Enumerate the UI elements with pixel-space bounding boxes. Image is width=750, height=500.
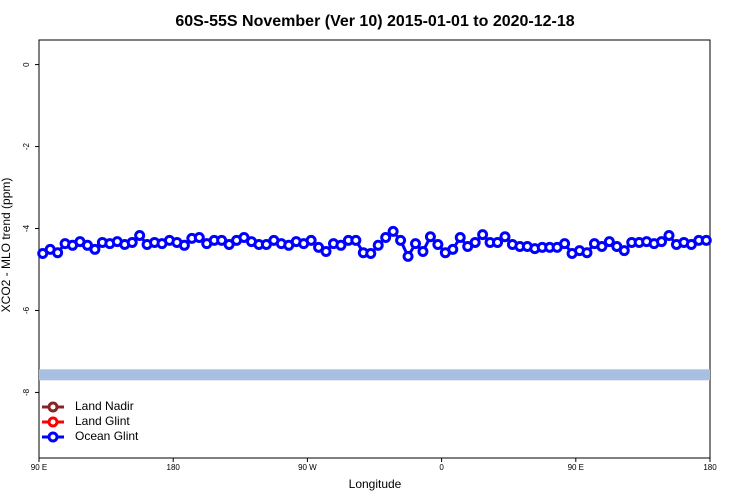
data-point — [395, 234, 407, 246]
legend-label: Land Glint — [75, 414, 130, 428]
data-point — [178, 239, 190, 251]
data-point — [89, 243, 101, 255]
y-tick-label: -6 — [22, 306, 31, 314]
data-point — [387, 225, 399, 237]
data-point — [335, 239, 347, 251]
data-point — [380, 232, 392, 244]
data-point — [492, 236, 504, 248]
data-point — [193, 232, 205, 244]
y-tick-label: -2 — [22, 142, 31, 150]
data-point — [477, 229, 489, 241]
x-tick-label: 180 — [703, 463, 717, 472]
data-point — [126, 236, 138, 248]
y-axis-label: XCO2 - MLO trend (ppm) — [0, 178, 13, 313]
data-point — [656, 236, 668, 248]
data-point — [499, 231, 511, 243]
data-point — [424, 231, 436, 243]
data-point — [372, 239, 384, 251]
data-point — [134, 229, 146, 241]
x-axis-label: Longitude — [349, 477, 402, 491]
data-point — [402, 250, 414, 262]
data-point — [417, 245, 429, 257]
data-point — [447, 243, 459, 255]
legend-label: Ocean Glint — [75, 429, 139, 443]
data-point — [663, 229, 675, 241]
chart-title: 60S-55S November (Ver 10) 2015-01-01 to … — [175, 13, 574, 30]
x-tick-label: 90 W — [298, 463, 317, 472]
data-point — [618, 245, 630, 257]
x-tick-label: 180 — [167, 463, 181, 472]
data-point — [581, 247, 593, 259]
data-point — [603, 236, 615, 248]
coverage-band — [39, 369, 710, 381]
data-point — [700, 234, 712, 246]
x-tick-label: 90 E — [31, 463, 47, 472]
legend-marker — [47, 416, 59, 428]
legend-label: Land Nadir — [75, 399, 134, 413]
data-point — [305, 234, 317, 246]
legend-marker — [47, 401, 59, 413]
data-point — [559, 238, 571, 250]
x-tick-label: 0 — [439, 463, 444, 472]
data-point — [52, 247, 64, 259]
data-point — [350, 234, 362, 246]
data-point — [469, 236, 481, 248]
y-tick-label: -8 — [22, 388, 31, 396]
plot-frame — [38, 39, 711, 459]
data-point — [454, 232, 466, 244]
y-tick-label: -4 — [22, 224, 31, 232]
legend-marker — [47, 431, 59, 443]
x-tick-label: 90 E — [568, 463, 584, 472]
data-point — [320, 245, 332, 257]
y-tick-label: 0 — [22, 62, 31, 67]
data-point — [596, 241, 608, 253]
data-point — [432, 238, 444, 250]
data-point — [410, 238, 422, 250]
data-point — [365, 248, 377, 260]
